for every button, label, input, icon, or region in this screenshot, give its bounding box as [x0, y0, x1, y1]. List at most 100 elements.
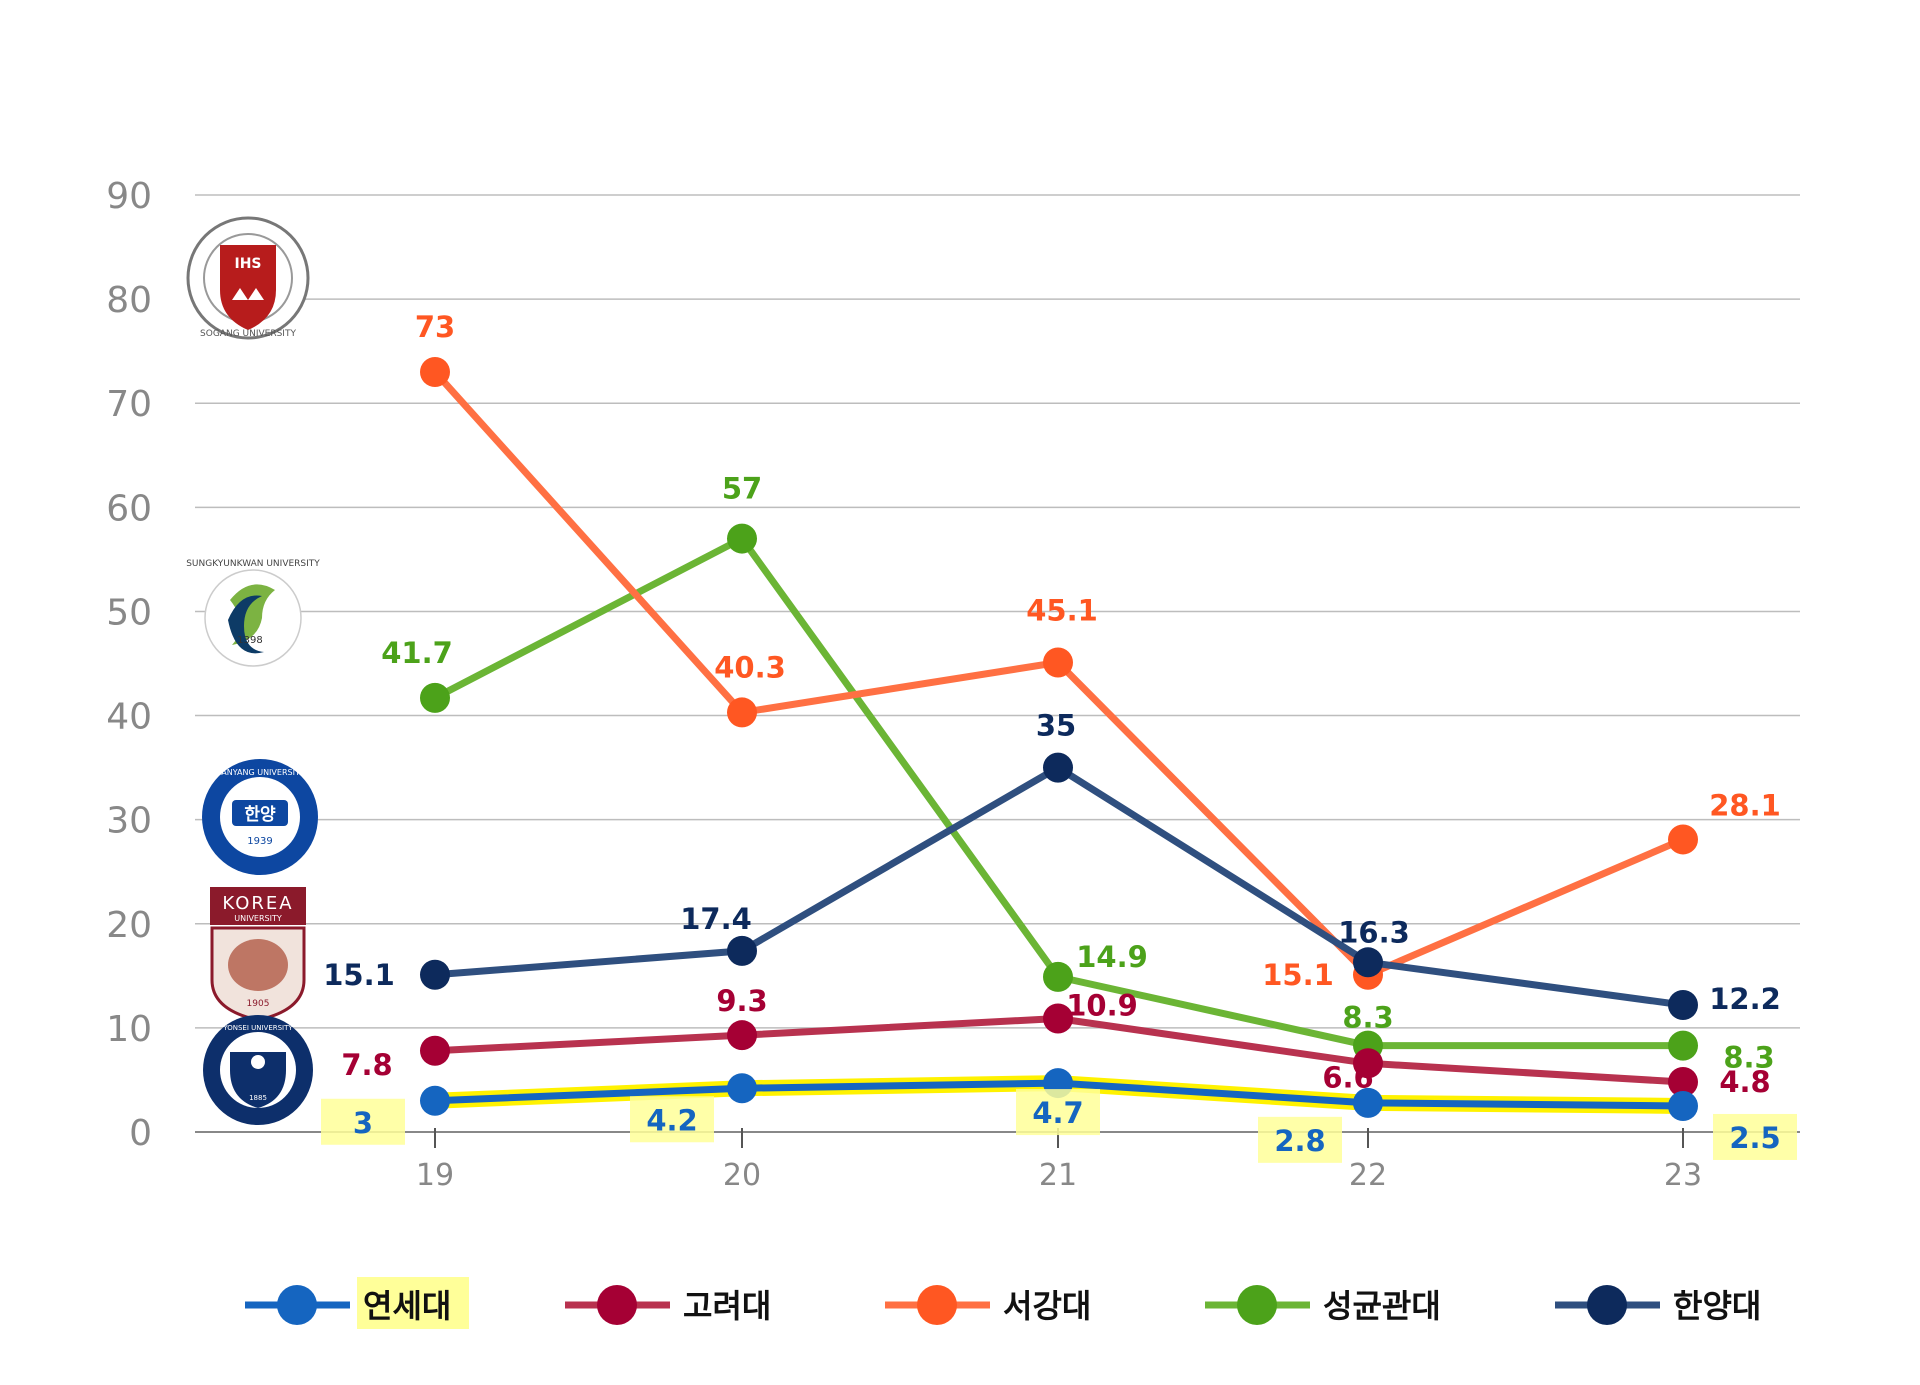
data-label: 10.9: [1066, 989, 1138, 1023]
labels-series-4: 15.1 17.4 35 16.3 12.2: [323, 709, 1781, 1016]
y-tick-label: 90: [106, 176, 152, 217]
y-tick-label: 80: [106, 280, 152, 321]
labels-series-1: 7.8 9.3 10.9 6.6 4.8: [341, 984, 1770, 1099]
legend-label: 성균관대: [1323, 1287, 1441, 1325]
logo-inner-text: IHS: [234, 256, 261, 272]
labels-series-0: 3 4.2 4.7 2.8 2.5: [321, 1089, 1797, 1163]
data-point: [420, 1035, 450, 1066]
legend-highlight: [357, 1277, 469, 1329]
y-tick-label: 20: [106, 905, 152, 946]
data-label: 41.7: [381, 636, 453, 670]
data-point: [1668, 1030, 1698, 1061]
data-labels: 3 4.2 4.7 2.8 2.5 7.8 9.3 10.9 6.6 4.8 73 40.3 45.1 1…: [321, 310, 1797, 1163]
x-tick-label: 19: [416, 1158, 454, 1193]
y-tick-label: 30: [106, 801, 152, 842]
labels-series-3: 41.7 57 14.9 8.3 8.3: [381, 472, 1774, 1075]
legend-label: 고려대: [683, 1287, 771, 1325]
legend-marker: [277, 1285, 317, 1325]
data-label: 15.1: [323, 958, 395, 992]
data-point: [1353, 1087, 1383, 1118]
data-point: [1668, 1090, 1698, 1121]
yonsei-university-logo: 1885 YONSEI UNIVERSITY: [203, 1015, 313, 1125]
university-logos: IHS SOGANG UNIVERSITY 1398 SUNGKYUNKWAN UNI…: [186, 216, 320, 1125]
data-point: [420, 1085, 450, 1116]
logo-subtitle: UNIVERSITY: [234, 914, 282, 923]
x-tick-label: 22: [1349, 1158, 1387, 1193]
data-label: 14.9: [1076, 940, 1148, 974]
y-tick-label: 60: [106, 488, 152, 529]
data-label: 3: [353, 1106, 373, 1140]
data-label: 4.7: [1032, 1096, 1083, 1130]
data-label: 4.8: [1719, 1065, 1770, 1099]
data-label: 17.4: [680, 902, 752, 936]
data-label: 35: [1036, 709, 1076, 743]
sogang-university-logo: IHS SOGANG UNIVERSITY: [186, 216, 310, 340]
data-point: [727, 935, 757, 966]
x-tick-label: 21: [1039, 1158, 1077, 1193]
x-tick-label: 23: [1664, 1158, 1702, 1193]
legend: 연세대 고려대 서강대 성균관대 한양대: [245, 1277, 1761, 1329]
x-axis-ticks: 19 20 21 22 23: [416, 1128, 1702, 1193]
series-4: [420, 752, 1698, 1020]
data-label: 8.3: [1723, 1041, 1774, 1075]
legend-label: 연세대: [363, 1287, 451, 1325]
logo-ring-text: SOGANG UNIVERSITY: [200, 329, 296, 339]
data-label: 12.2: [1709, 982, 1781, 1016]
data-label: 4.2: [646, 1103, 697, 1137]
data-label: 9.3: [716, 984, 767, 1018]
data-point: [727, 1073, 757, 1104]
data-label-highlight: [1713, 1113, 1797, 1160]
y-tick-label: 0: [129, 1113, 152, 1154]
data-label: 73: [415, 310, 455, 344]
data-point: [1043, 752, 1073, 783]
logo-year: 1885: [249, 1094, 267, 1102]
data-label-highlight: [1016, 1089, 1100, 1136]
y-tick-label: 40: [106, 697, 152, 738]
data-label: 15.1: [1262, 958, 1334, 992]
data-point: [1668, 989, 1698, 1020]
data-point: [1043, 647, 1073, 678]
legend-item-1: 고려대: [565, 1285, 771, 1325]
legend-label: 서강대: [1003, 1287, 1091, 1325]
data-label: 6.6: [1322, 1060, 1373, 1094]
legend-item-3: 성균관대: [1205, 1285, 1441, 1325]
data-label-highlight: [630, 1096, 714, 1143]
data-point: [727, 1020, 757, 1051]
y-tick-label: 10: [106, 1009, 152, 1050]
data-point: [727, 523, 757, 554]
y-axis-ticks: 0 10 20 30 40 50 60 70 80 90: [106, 176, 152, 1154]
data-point: [1043, 961, 1073, 992]
data-point: [420, 356, 450, 387]
legend-marker: [1237, 1285, 1277, 1325]
y-tick-label: 50: [106, 592, 152, 633]
legend-marker: [917, 1285, 957, 1325]
legend-marker: [597, 1285, 637, 1325]
series-lines: [420, 356, 1698, 1121]
labels-series-2: 73 40.3 45.1 15.1 28.1: [415, 310, 1781, 992]
y-tick-label: 70: [106, 384, 152, 425]
logo-title: KOREA: [222, 893, 293, 914]
legend-item-2: 서강대: [885, 1285, 1091, 1325]
sungkyunkwan-university-logo: 1398 SUNGKYUNKWAN UNIVERSITY: [186, 559, 320, 667]
data-label: 8.3: [1342, 1001, 1393, 1035]
x-tick-label: 20: [723, 1158, 761, 1193]
logo-ring-text: SUNGKYUNKWAN UNIVERSITY: [186, 559, 320, 569]
logo-year: 1939: [247, 836, 272, 847]
legend-item-0: 연세대: [245, 1277, 469, 1329]
data-point: [420, 959, 450, 990]
data-label: 7.8: [341, 1048, 392, 1082]
data-point: [1043, 1003, 1073, 1034]
data-label: 45.1: [1026, 593, 1098, 627]
logo-inner-text: 한양: [244, 805, 276, 825]
legend-item-4: 한양대: [1555, 1285, 1761, 1325]
grid-lines: [195, 194, 1800, 1133]
data-label: 2.5: [1729, 1121, 1780, 1155]
data-point: [1353, 947, 1383, 978]
legend-label: 한양대: [1673, 1287, 1761, 1325]
data-point: [1668, 824, 1698, 855]
series-2: [420, 356, 1698, 990]
data-label: 2.8: [1274, 1124, 1325, 1158]
data-point: [420, 682, 450, 713]
